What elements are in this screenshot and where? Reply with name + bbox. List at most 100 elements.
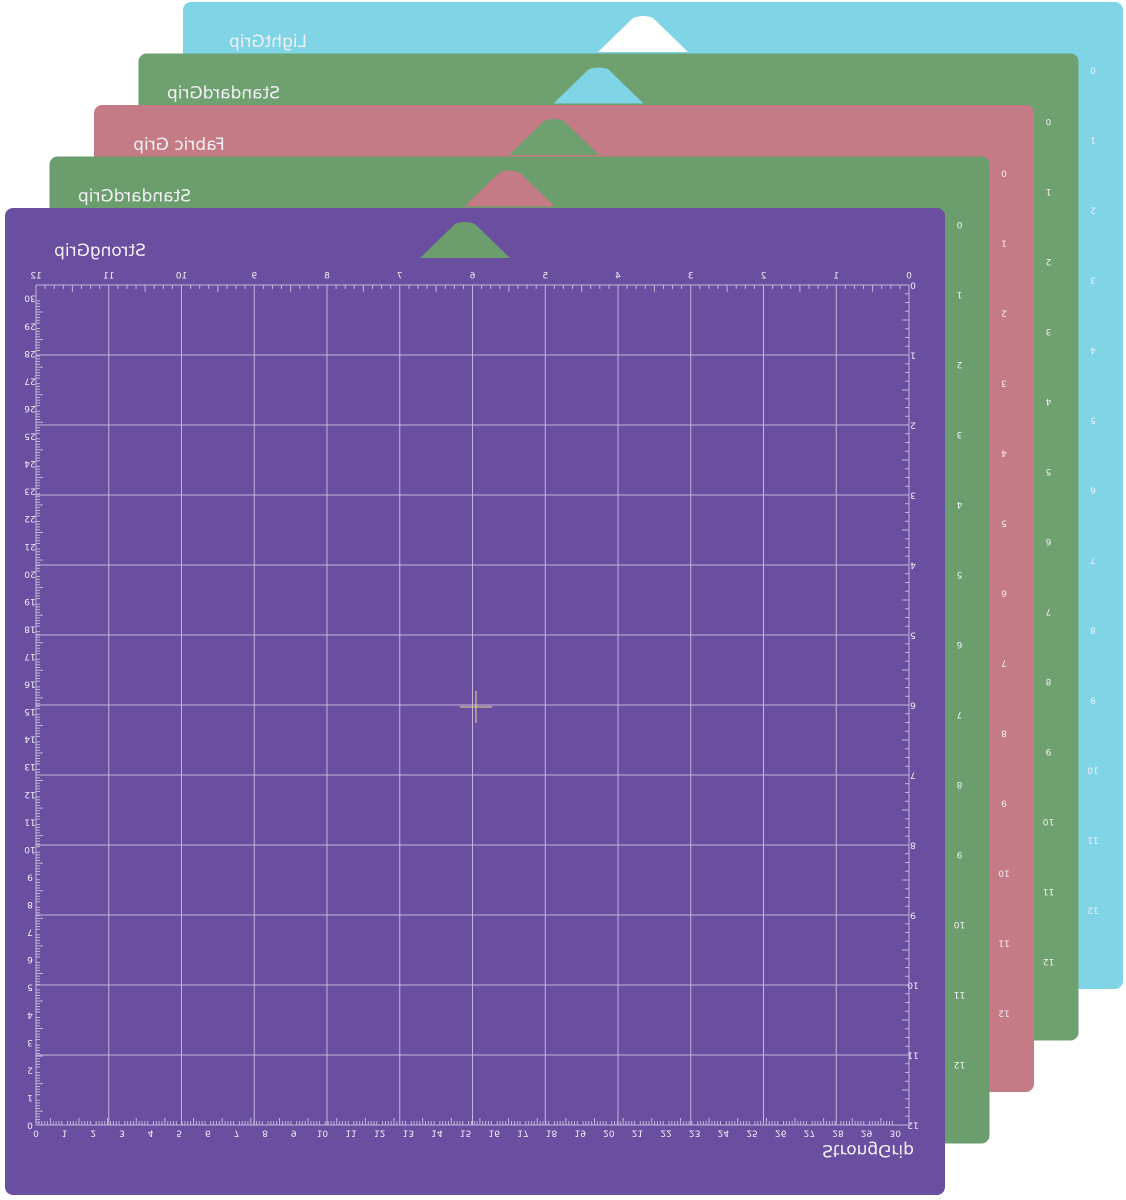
ruler-number: 26	[24, 403, 36, 413]
ruler-number: 2	[1046, 256, 1052, 266]
ruler-number: 11	[1087, 835, 1098, 845]
ruler-number: 4	[148, 1128, 154, 1138]
ruler-number: 6	[1090, 485, 1096, 495]
ruler-number: 23	[24, 486, 35, 496]
ruler-number: 18	[24, 623, 36, 633]
ruler-number: 2	[910, 420, 916, 430]
ruler-number: 7	[234, 1128, 240, 1138]
ruler-number: 7	[397, 272, 403, 282]
ruler-number: 2	[90, 1128, 96, 1138]
ruler-number: 3	[1001, 378, 1007, 388]
ruler-number: 8	[1090, 625, 1096, 635]
ruler-number: 12	[954, 1059, 965, 1069]
ruler-number: 19	[574, 1128, 586, 1138]
ruler-number: 12	[1087, 905, 1098, 915]
ruler-number: 11	[345, 1128, 356, 1138]
ruler-number: 16	[24, 679, 36, 689]
ruler-number: 0	[1001, 168, 1007, 178]
ruler-number: 1	[27, 1092, 33, 1102]
ruler-number: 11	[1043, 886, 1054, 896]
ruler-number: 28	[24, 348, 36, 358]
ruler-number: 16	[489, 1128, 501, 1138]
ruler-number: 10	[176, 272, 188, 282]
ruler-number: 12	[24, 789, 35, 799]
ruler-number: 4	[1090, 345, 1096, 355]
ruler-number: 2	[761, 272, 767, 282]
ruler-number: 6	[910, 700, 916, 710]
ruler-number: 10	[954, 919, 966, 929]
ruler-number: 12	[907, 1120, 918, 1130]
hang-notch	[420, 222, 510, 258]
ruler-number: 10	[1043, 816, 1055, 826]
ruler-number: 4	[956, 499, 962, 509]
ruler-number: 10	[907, 980, 919, 990]
ruler-number: 5	[957, 569, 963, 579]
ruler-number: 12	[374, 1128, 385, 1138]
ruler-number: 4	[1001, 448, 1007, 458]
ruler-number: 15	[24, 706, 35, 716]
ruler-number: 2	[1001, 308, 1007, 318]
ruler-number: 3	[910, 490, 916, 500]
ruler-number: 21	[24, 541, 35, 551]
ruler-number: 10	[998, 868, 1010, 878]
ruler-number: 14	[431, 1128, 443, 1138]
ruler-number: 13	[403, 1128, 414, 1138]
ruler-number: 6	[205, 1128, 211, 1138]
ruler-number: 20	[603, 1128, 615, 1138]
ruler-number: 18	[546, 1128, 558, 1138]
ruler-number: 1	[957, 289, 963, 299]
ruler-number: 6	[956, 639, 962, 649]
ruler-number: 0	[33, 1128, 39, 1138]
ruler-number: 3	[688, 272, 694, 282]
ruler-number: 5	[27, 982, 33, 992]
ruler-number: 9	[956, 849, 962, 859]
ruler-number: 12	[1043, 956, 1054, 966]
ruler-number: 6	[1045, 536, 1051, 546]
ruler-number: 28	[832, 1128, 844, 1138]
ruler-number: 17	[24, 651, 35, 661]
ruler-number: 10	[317, 1128, 329, 1138]
ruler-number: 1	[62, 1128, 68, 1138]
hang-notch	[598, 16, 688, 52]
ruler-number: 8	[956, 779, 962, 789]
ruler-number: 5	[542, 272, 548, 282]
ruler-number: 7	[1001, 658, 1007, 668]
ruler-number: 29	[24, 320, 36, 330]
ruler-number: 0	[906, 272, 912, 282]
ruler-number: 6	[27, 954, 33, 964]
ruler-number: 10	[1087, 765, 1099, 775]
ruler-number: 25	[746, 1128, 757, 1138]
ruler-number: 9	[291, 1128, 297, 1138]
ruler-number: 5	[910, 630, 916, 640]
ruler-number: 1	[833, 272, 839, 282]
ruler-number: 8	[1045, 676, 1051, 686]
ruler-number: 5	[176, 1128, 182, 1138]
ruler-number: 8	[1001, 728, 1007, 738]
ruler-number: 24	[718, 1128, 730, 1138]
ruler-number: 9	[910, 910, 916, 920]
ruler-number: 3	[119, 1128, 125, 1138]
ruler-number: 8	[27, 899, 33, 909]
ruler-number: 14	[24, 734, 36, 744]
ruler-number: 7	[957, 709, 963, 719]
ruler-number: 5	[1001, 518, 1007, 528]
mat-label: LightGrip	[229, 32, 307, 52]
ruler-number: 2	[27, 1064, 33, 1074]
ruler-number: 30	[24, 293, 36, 303]
ruler-number: 15	[460, 1128, 471, 1138]
ruler-number: 11	[907, 1050, 918, 1060]
hang-notch	[509, 119, 599, 155]
ruler-number: 7	[1090, 555, 1096, 565]
ruler-number: 8	[324, 272, 330, 282]
ruler-number: 0	[910, 280, 916, 290]
ruler-number: 8	[262, 1128, 268, 1138]
ruler-number: 2	[1090, 205, 1096, 215]
ruler-number: 11	[24, 816, 35, 826]
grid	[35, 284, 910, 1126]
ruler-number: 3	[1046, 326, 1052, 336]
ruler-number: 0	[1090, 65, 1096, 75]
ruler-number: 0	[27, 1120, 33, 1130]
ruler-number: 4	[27, 1009, 33, 1019]
